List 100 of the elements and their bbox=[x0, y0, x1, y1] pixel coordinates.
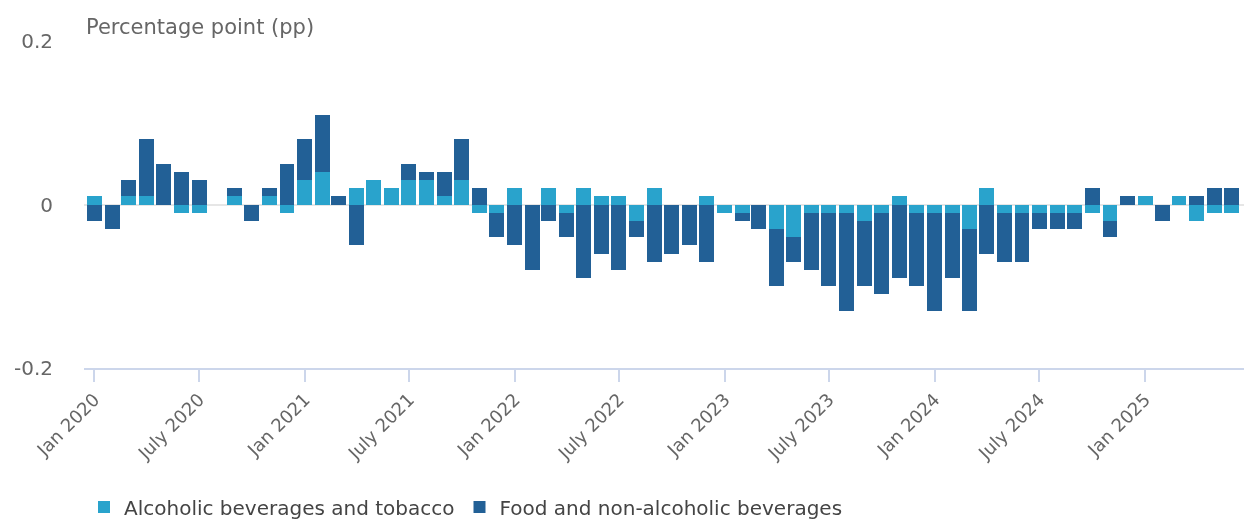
bar bbox=[699, 196, 714, 205]
legend-label: Alcoholic beverages and tobacco bbox=[124, 495, 455, 520]
bar bbox=[1138, 196, 1153, 205]
bar bbox=[979, 188, 994, 205]
bar bbox=[1085, 205, 1100, 213]
bar bbox=[262, 188, 277, 196]
bar bbox=[1189, 196, 1204, 205]
bar bbox=[437, 196, 452, 205]
bar bbox=[1103, 221, 1117, 237]
bar bbox=[105, 205, 120, 229]
bar bbox=[594, 196, 609, 205]
bar bbox=[857, 205, 872, 221]
bar bbox=[769, 205, 784, 229]
bar bbox=[559, 213, 574, 237]
bar bbox=[349, 205, 364, 245]
bar bbox=[1103, 205, 1117, 221]
bar bbox=[384, 188, 399, 205]
bar bbox=[227, 188, 242, 196]
bar bbox=[735, 205, 750, 213]
y-tick-label: 0.2 bbox=[21, 29, 53, 53]
bar bbox=[997, 205, 1012, 213]
bar bbox=[629, 205, 644, 221]
bar bbox=[1207, 188, 1222, 205]
bar bbox=[786, 237, 801, 262]
bar bbox=[682, 205, 697, 245]
bar bbox=[192, 180, 207, 205]
bar bbox=[892, 205, 907, 278]
bar bbox=[174, 205, 189, 213]
bar bbox=[979, 205, 994, 254]
bar bbox=[576, 205, 591, 278]
bar bbox=[559, 205, 574, 213]
bar bbox=[139, 139, 154, 196]
bar bbox=[192, 205, 207, 213]
bar bbox=[857, 221, 872, 286]
bar bbox=[401, 180, 416, 205]
bar bbox=[945, 205, 960, 213]
bar bbox=[280, 164, 294, 205]
bar bbox=[174, 172, 189, 205]
bar bbox=[121, 196, 136, 205]
bar bbox=[1189, 205, 1204, 221]
bar bbox=[419, 172, 434, 180]
bar bbox=[472, 188, 487, 205]
bar bbox=[489, 205, 504, 213]
bar bbox=[454, 180, 469, 205]
bar bbox=[1224, 205, 1239, 213]
bar bbox=[594, 205, 609, 254]
bar bbox=[997, 213, 1012, 262]
bar bbox=[611, 205, 626, 270]
bar bbox=[962, 205, 977, 229]
bar bbox=[227, 196, 242, 205]
bar bbox=[139, 196, 154, 205]
bar bbox=[892, 196, 907, 205]
bar bbox=[262, 196, 277, 205]
bar bbox=[541, 188, 556, 205]
bar bbox=[839, 205, 854, 213]
bar bbox=[839, 213, 854, 311]
y-tick-label: 0 bbox=[40, 192, 53, 217]
bar bbox=[121, 180, 136, 196]
bar bbox=[1032, 205, 1047, 213]
bar bbox=[874, 205, 889, 213]
bar bbox=[927, 213, 942, 311]
bar bbox=[1015, 205, 1029, 213]
bar bbox=[769, 229, 784, 286]
bar bbox=[909, 205, 924, 213]
bar bbox=[315, 115, 330, 172]
bar bbox=[1067, 213, 1082, 229]
bar bbox=[1155, 205, 1170, 221]
bar bbox=[821, 213, 836, 286]
bar bbox=[647, 205, 662, 262]
bar bbox=[489, 213, 504, 237]
bar bbox=[699, 205, 714, 262]
bar bbox=[87, 205, 102, 221]
bar bbox=[244, 205, 259, 221]
bar bbox=[280, 205, 294, 213]
bar bbox=[804, 213, 819, 270]
bar bbox=[156, 164, 171, 205]
bar bbox=[507, 205, 522, 245]
bar bbox=[717, 205, 732, 213]
bar bbox=[472, 205, 487, 213]
bar bbox=[1015, 213, 1029, 262]
bar bbox=[821, 205, 836, 213]
bar bbox=[1085, 188, 1100, 205]
bar bbox=[1050, 205, 1065, 213]
bar bbox=[927, 205, 942, 213]
bar bbox=[611, 196, 626, 205]
bar bbox=[454, 139, 469, 180]
legend-label: Food and non-alcoholic beverages bbox=[499, 495, 843, 520]
bar bbox=[419, 180, 434, 205]
bar bbox=[664, 205, 679, 254]
bar bbox=[874, 213, 889, 294]
bar bbox=[1172, 196, 1186, 205]
bar bbox=[507, 188, 522, 205]
bar bbox=[331, 196, 346, 205]
bar bbox=[1207, 205, 1222, 213]
bar bbox=[349, 188, 364, 205]
bar bbox=[962, 229, 977, 311]
bar bbox=[1032, 213, 1047, 229]
bar bbox=[1050, 213, 1065, 229]
bar bbox=[297, 180, 312, 205]
bar bbox=[786, 205, 801, 237]
